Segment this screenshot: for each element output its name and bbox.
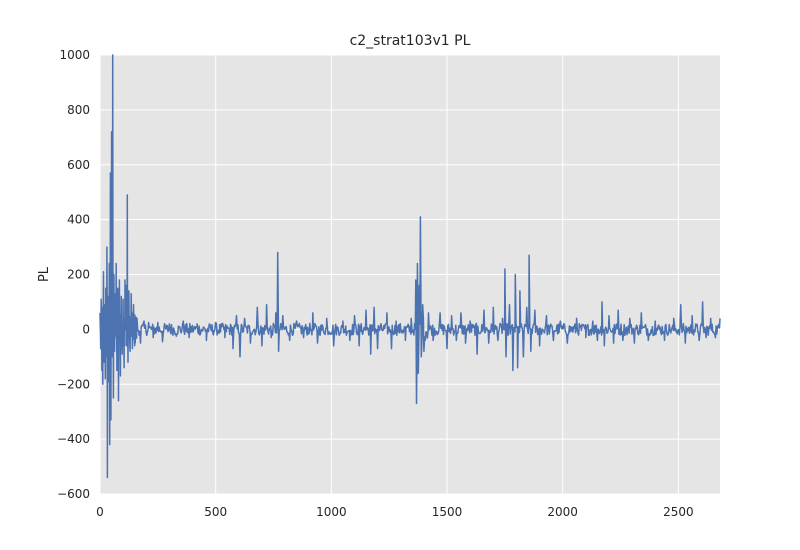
x-tick-label: 2500 <box>663 505 694 519</box>
y-tick-label: 400 <box>67 213 90 227</box>
x-axis-ticks: 0 500 1000 1500 2000 2500 <box>96 505 693 519</box>
y-tick-label: −600 <box>57 487 90 501</box>
x-tick-label: 1500 <box>432 505 463 519</box>
y-tick-label: 600 <box>67 158 90 172</box>
x-tick-label: 500 <box>204 505 227 519</box>
y-axis-label: PL <box>37 266 52 282</box>
y-tick-label: −200 <box>57 377 90 391</box>
y-tick-label: 200 <box>67 268 90 282</box>
chart-title: c2_strat103v1 PL <box>350 33 471 49</box>
pl-series-line <box>99 54 721 479</box>
x-tick-label: 2000 <box>547 505 578 519</box>
y-tick-label: −400 <box>57 432 90 446</box>
y-axis-ticks: −600 −400 −200 0 200 400 600 800 1000 <box>57 48 90 501</box>
y-tick-label: 1000 <box>59 48 90 62</box>
y-tick-label: 800 <box>67 103 90 117</box>
series-group <box>99 54 721 479</box>
x-tick-label: 1000 <box>316 505 347 519</box>
x-tick-label: 0 <box>96 505 104 519</box>
y-tick-label: 0 <box>82 322 90 336</box>
